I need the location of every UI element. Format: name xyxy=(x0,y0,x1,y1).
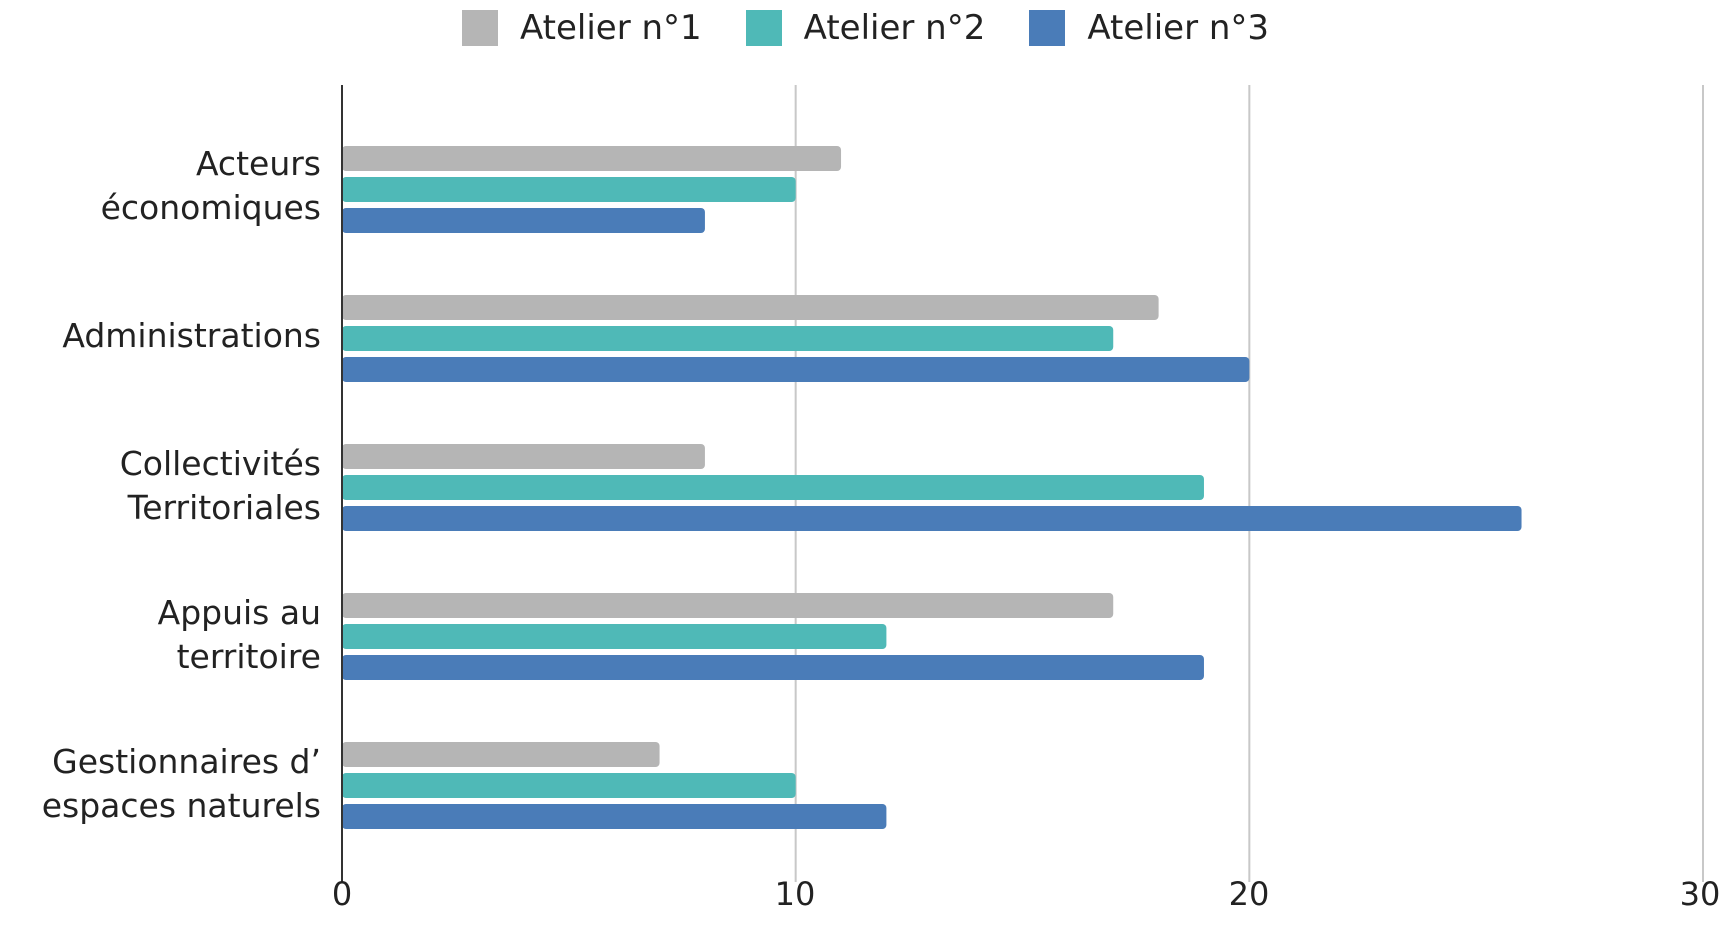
category-label-collectivites-territoriales: Collectivités Territoriales xyxy=(119,444,321,527)
bar-gestionnaires-d-espaces-naturels-atelier-3 xyxy=(342,804,887,829)
bar-appuis-au-territoire-atelier-1 xyxy=(342,593,1114,618)
bar-collectivites-territoriales-atelier-2 xyxy=(342,475,1204,500)
bar-appuis-au-territoire-atelier-3 xyxy=(342,655,1204,680)
legend-item-atelier-3: Atelier n°3 xyxy=(1029,8,1269,48)
category-label-acteurs-economiques: Acteurs économiques xyxy=(100,144,321,227)
bar-acteurs-economiques-atelier-1 xyxy=(342,146,842,171)
bar-collectivites-territoriales-atelier-3 xyxy=(342,506,1522,531)
bar-acteurs-economiques-atelier-2 xyxy=(342,177,796,202)
bar-administrations-atelier-3 xyxy=(342,357,1250,382)
bar-gestionnaires-d-espaces-naturels-atelier-2 xyxy=(342,773,796,798)
legend-label-atelier-3: Atelier n°3 xyxy=(1087,8,1270,48)
bar-gestionnaires-d-espaces-naturels-atelier-1 xyxy=(342,742,660,767)
legend-item-atelier-2: Atelier n°2 xyxy=(745,8,986,48)
legend-swatch-atelier-3 xyxy=(1029,10,1066,46)
legend-swatch-atelier-1 xyxy=(461,10,498,46)
x-tick-label-20: 20 xyxy=(1228,875,1270,913)
bar-acteurs-economiques-atelier-3 xyxy=(342,208,705,233)
legend-label-atelier-1: Atelier n°1 xyxy=(519,8,702,48)
bar-administrations-atelier-1 xyxy=(342,295,1159,320)
category-label-administrations: Administrations xyxy=(62,316,321,355)
legend: Atelier n°1 Atelier n°2 Atelier n°3 xyxy=(0,8,1731,48)
x-tick-label-30: 30 xyxy=(1679,875,1721,913)
bar-appuis-au-territoire-atelier-2 xyxy=(342,624,887,649)
legend-swatch-atelier-2 xyxy=(745,10,782,46)
legend-label-atelier-2: Atelier n°2 xyxy=(803,8,986,48)
x-tick-label-0: 0 xyxy=(331,875,353,913)
bar-collectivites-territoriales-atelier-1 xyxy=(342,444,705,469)
bar-administrations-atelier-2 xyxy=(342,326,1114,351)
legend-item-atelier-1: Atelier n°1 xyxy=(461,8,702,48)
category-label-gestionnaires-espaces-naturels: Gestionnaires d’ espaces naturels xyxy=(41,742,321,825)
category-label-appuis-au-territoire: Appuis au territoire xyxy=(157,593,321,676)
x-tick-label-10: 10 xyxy=(774,875,816,913)
